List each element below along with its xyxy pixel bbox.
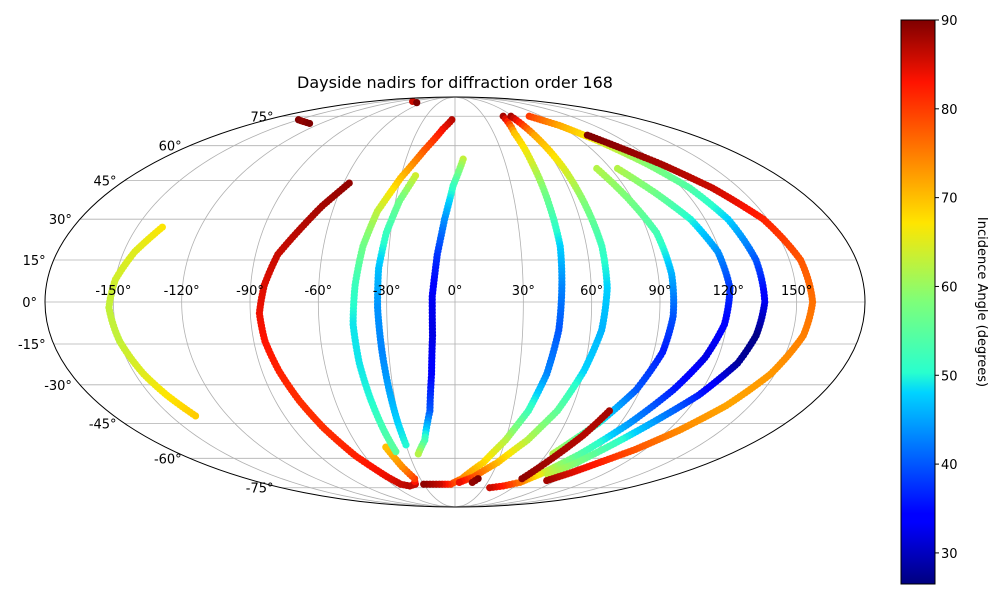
lat-tick-label: -75° xyxy=(246,482,274,497)
colorbar-tick-label: 30 xyxy=(941,547,958,562)
lon-tick-label: 0° xyxy=(448,284,463,299)
lon-tick-label: -60° xyxy=(304,284,332,299)
data-point xyxy=(392,448,400,456)
colorbar-label: Incidence Angle (degrees) xyxy=(974,217,989,387)
longitude-tick-labels: -150° -120° -90° -60° -30° 0° 30° 60° 90° 120° 150… xyxy=(95,284,812,299)
lat-tick-label: 75° xyxy=(250,110,273,125)
lat-tick-label: -60° xyxy=(154,452,182,467)
colorbar-tick-label: 80 xyxy=(941,103,958,118)
data-point xyxy=(305,119,314,128)
map-boundary xyxy=(44,96,866,508)
data-point xyxy=(413,99,421,107)
colorbar-tick-label: 70 xyxy=(941,192,958,207)
data-points xyxy=(105,97,817,492)
data-point xyxy=(402,441,410,449)
chart-title: Dayside nadirs for diffraction order 168 xyxy=(297,73,613,92)
lat-tick-label: 0° xyxy=(22,296,37,311)
graticule xyxy=(45,97,865,507)
lat-tick-label: -45° xyxy=(89,417,117,432)
lon-tick-label: -30° xyxy=(373,284,401,299)
data-point xyxy=(382,443,390,451)
colorbar-ticks: 30 40 50 60 70 80 90 xyxy=(935,14,958,562)
data-point xyxy=(543,476,551,485)
lon-tick-label: -120° xyxy=(164,284,200,299)
lon-tick-label: 90° xyxy=(648,284,671,299)
data-point xyxy=(518,475,526,483)
colorbar-tick-label: 40 xyxy=(941,458,958,473)
colorbar-tick-label: 90 xyxy=(941,14,958,29)
lat-tick-label: 30° xyxy=(49,213,72,228)
data-point xyxy=(191,412,200,420)
lon-tick-label: -90° xyxy=(236,284,264,299)
lon-tick-label: -150° xyxy=(95,284,131,299)
lat-tick-label: 45° xyxy=(94,175,117,190)
data-point xyxy=(455,478,463,487)
lat-tick-label: -15° xyxy=(18,338,46,353)
lon-tick-label: 120° xyxy=(713,284,744,299)
colorbar-tick-label: 50 xyxy=(941,369,958,384)
data-point xyxy=(468,478,476,487)
lon-tick-label: 60° xyxy=(580,284,603,299)
lat-tick-label: -30° xyxy=(44,379,72,394)
data-point xyxy=(420,480,428,488)
lat-tick-label: 60° xyxy=(159,140,182,155)
data-point xyxy=(414,450,422,458)
lon-tick-label: 150° xyxy=(781,284,812,299)
latitude-tick-labels: -75° -60° -45° -30° -15° 0° 15° 30° 45° 60° 75° xyxy=(18,110,274,496)
colorbar-tick-label: 60 xyxy=(941,280,958,295)
data-point xyxy=(486,484,494,492)
colorbar xyxy=(900,19,936,585)
lon-tick-label: 30° xyxy=(512,284,535,299)
lat-tick-label: 15° xyxy=(23,254,46,269)
